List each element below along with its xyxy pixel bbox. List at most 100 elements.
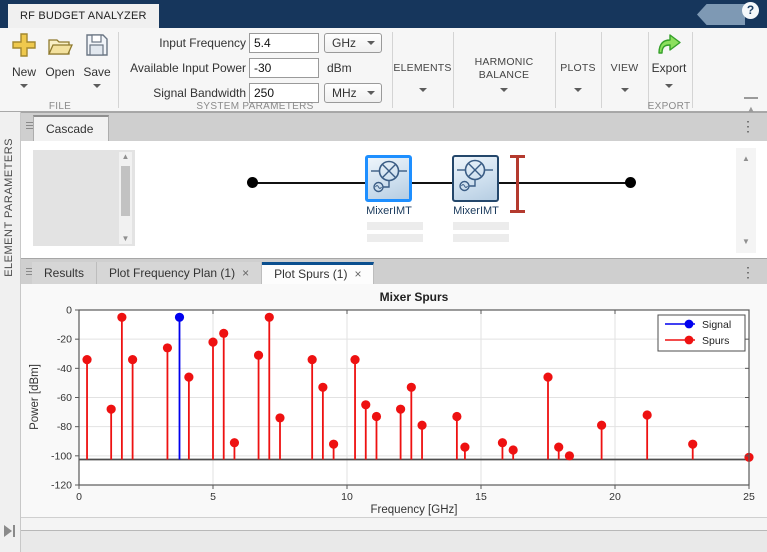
mixer-spurs-chart: 0 5 10 15 20 25 0 -20 -40 -60 -80 -100 -120 Mixer Sp… bbox=[29, 290, 755, 516]
signal-bandwidth-unit-dropdown[interactable]: MHz bbox=[324, 83, 382, 103]
section-divider bbox=[118, 32, 119, 108]
marker-spurs bbox=[106, 404, 116, 414]
mixer-label: MixerIMT bbox=[453, 205, 499, 217]
file-section-label: FILE bbox=[48, 101, 72, 112]
x-tick-label: 25 bbox=[743, 491, 755, 503]
mixer-spurs-plot-panel: 0 5 10 15 20 25 0 -20 -40 -60 -80 -100 -120 Mixer Sp… bbox=[21, 284, 767, 517]
mixer-label: MixerIMT bbox=[366, 205, 412, 217]
y-tick-label: -80 bbox=[57, 421, 72, 433]
close-icon[interactable]: × bbox=[354, 267, 362, 281]
scroll-down-icon[interactable]: ▼ bbox=[121, 234, 130, 243]
x-tick-label: 20 bbox=[609, 491, 621, 503]
element-parameters-panel: ▲ ▼ bbox=[33, 150, 135, 246]
x-tick-label: 5 bbox=[210, 491, 216, 503]
unit-value: MHz bbox=[332, 86, 357, 100]
panel-scrollbar[interactable]: ▲ ▼ bbox=[119, 152, 132, 244]
x-tick-label: 0 bbox=[76, 491, 82, 503]
scroll-up-icon[interactable]: ▲ bbox=[121, 152, 130, 161]
open-folder-icon bbox=[47, 39, 74, 62]
input-node[interactable] bbox=[247, 177, 258, 188]
legend-box bbox=[657, 314, 746, 352]
section-divider bbox=[601, 32, 602, 108]
app-tab[interactable]: RF BUDGET ANALYZER bbox=[8, 4, 159, 28]
marker-spurs bbox=[184, 372, 194, 382]
marker-spurs bbox=[460, 442, 470, 452]
marker-spurs bbox=[361, 400, 371, 410]
save-button[interactable]: Save bbox=[80, 32, 114, 79]
system-parameters-section-label: SYSTEM PARAMETERS bbox=[196, 101, 314, 112]
y-tick-label: -120 bbox=[51, 480, 72, 492]
save-dropdown-caret-icon[interactable] bbox=[93, 84, 101, 88]
export-arrow-icon bbox=[656, 34, 682, 60]
harmonic-balance-gallery-button[interactable]: HARMONIC BALANCE bbox=[454, 32, 554, 104]
plot-tabbar: Results Plot Frequency Plan (1) × Plot Spur… bbox=[21, 258, 767, 285]
view-gallery-button[interactable]: VIEW bbox=[602, 32, 647, 104]
input-frequency-unit-dropdown[interactable]: GHz bbox=[324, 33, 382, 53]
drag-grip-icon[interactable] bbox=[26, 268, 35, 277]
scroll-down-icon[interactable]: ▼ bbox=[742, 237, 750, 246]
ribbon: New Open Save FILE Input Frequency GHz A… bbox=[0, 28, 767, 114]
legend-label: Signal bbox=[702, 319, 731, 331]
tabbar-menu-button[interactable]: ⋮ bbox=[741, 118, 755, 134]
plot-tabs: Results Plot Frequency Plan (1) × Plot Spur… bbox=[21, 259, 721, 285]
mixer-block-1[interactable] bbox=[365, 155, 412, 202]
tab-cascade[interactable]: Cascade bbox=[33, 115, 109, 142]
output-node[interactable] bbox=[625, 177, 636, 188]
marker-spurs bbox=[543, 372, 553, 382]
marker-spurs bbox=[371, 411, 382, 422]
chevron-down-icon bbox=[500, 88, 508, 92]
chevron-down-icon bbox=[367, 91, 375, 95]
open-button[interactable]: Open bbox=[43, 32, 77, 79]
chevron-down-icon bbox=[574, 88, 582, 92]
title-bar: RF BUDGET ANALYZER ? bbox=[0, 0, 767, 28]
y-axis-label: Power [dBm] bbox=[29, 364, 41, 430]
new-dropdown-caret-icon[interactable] bbox=[20, 84, 28, 88]
marker-spurs bbox=[229, 438, 240, 448]
marker-spurs bbox=[329, 439, 339, 449]
element-parameters-rail[interactable] bbox=[0, 112, 21, 552]
input-frequency-field[interactable] bbox=[249, 33, 319, 53]
tab-plot-spurs-1-[interactable]: Plot Spurs (1) × bbox=[262, 262, 375, 285]
help-button[interactable]: ? bbox=[742, 2, 759, 19]
canvas-scrollbar[interactable]: ▲ ▼ bbox=[736, 148, 756, 253]
mixer-block-2[interactable] bbox=[452, 155, 499, 202]
drag-grip-icon[interactable] bbox=[26, 122, 35, 131]
marker-spurs bbox=[508, 445, 518, 455]
marker-spurs bbox=[162, 343, 173, 353]
signal-bandwidth-label: Signal Bandwidth bbox=[153, 86, 246, 100]
marker-spurs bbox=[688, 439, 698, 449]
tab-label: Plot Frequency Plan (1) bbox=[109, 266, 236, 280]
marker-spurs bbox=[253, 350, 264, 360]
marker-spurs bbox=[564, 451, 575, 461]
elements-gallery-button[interactable]: ELEMENTS bbox=[393, 32, 452, 104]
y-tick-label: -40 bbox=[57, 363, 72, 375]
expand-panel-icon[interactable] bbox=[4, 525, 18, 537]
chevron-down-icon bbox=[418, 88, 427, 92]
marker-spurs bbox=[117, 312, 127, 322]
section-divider bbox=[692, 32, 693, 108]
plots-gallery-button[interactable]: PLOTS bbox=[556, 32, 600, 104]
new-button[interactable]: New bbox=[7, 32, 41, 79]
harmonic-balance-label: HARMONIC BALANCE bbox=[474, 56, 534, 81]
section-divider bbox=[453, 32, 454, 108]
scrollbar-thumb[interactable] bbox=[121, 166, 130, 216]
tab-plot-frequency-plan-1-[interactable]: Plot Frequency Plan (1) × bbox=[97, 262, 263, 285]
available-input-power-field[interactable] bbox=[249, 58, 319, 78]
scroll-up-icon[interactable]: ▲ bbox=[742, 154, 750, 163]
export-button[interactable]: Export bbox=[646, 32, 692, 93]
chart-title: Mixer Spurs bbox=[380, 290, 449, 304]
tab-results[interactable]: Results bbox=[32, 262, 98, 285]
section-divider bbox=[648, 32, 649, 108]
chevron-down-icon bbox=[620, 88, 629, 92]
signal-bandwidth-field[interactable] bbox=[249, 83, 319, 103]
new-icon bbox=[11, 33, 37, 62]
bottom-scroll-strip[interactable] bbox=[21, 530, 767, 552]
tabbar-menu-button[interactable]: ⋮ bbox=[741, 264, 755, 280]
cascade-canvas[interactable]: ▲ ▼ MixerIMT bbox=[21, 141, 767, 256]
collapse-ribbon-button[interactable]: ▲ bbox=[744, 97, 758, 117]
marker-spurs bbox=[208, 337, 218, 347]
chevron-down-icon bbox=[665, 84, 673, 88]
section-divider bbox=[555, 32, 556, 108]
close-icon[interactable]: × bbox=[242, 266, 250, 280]
